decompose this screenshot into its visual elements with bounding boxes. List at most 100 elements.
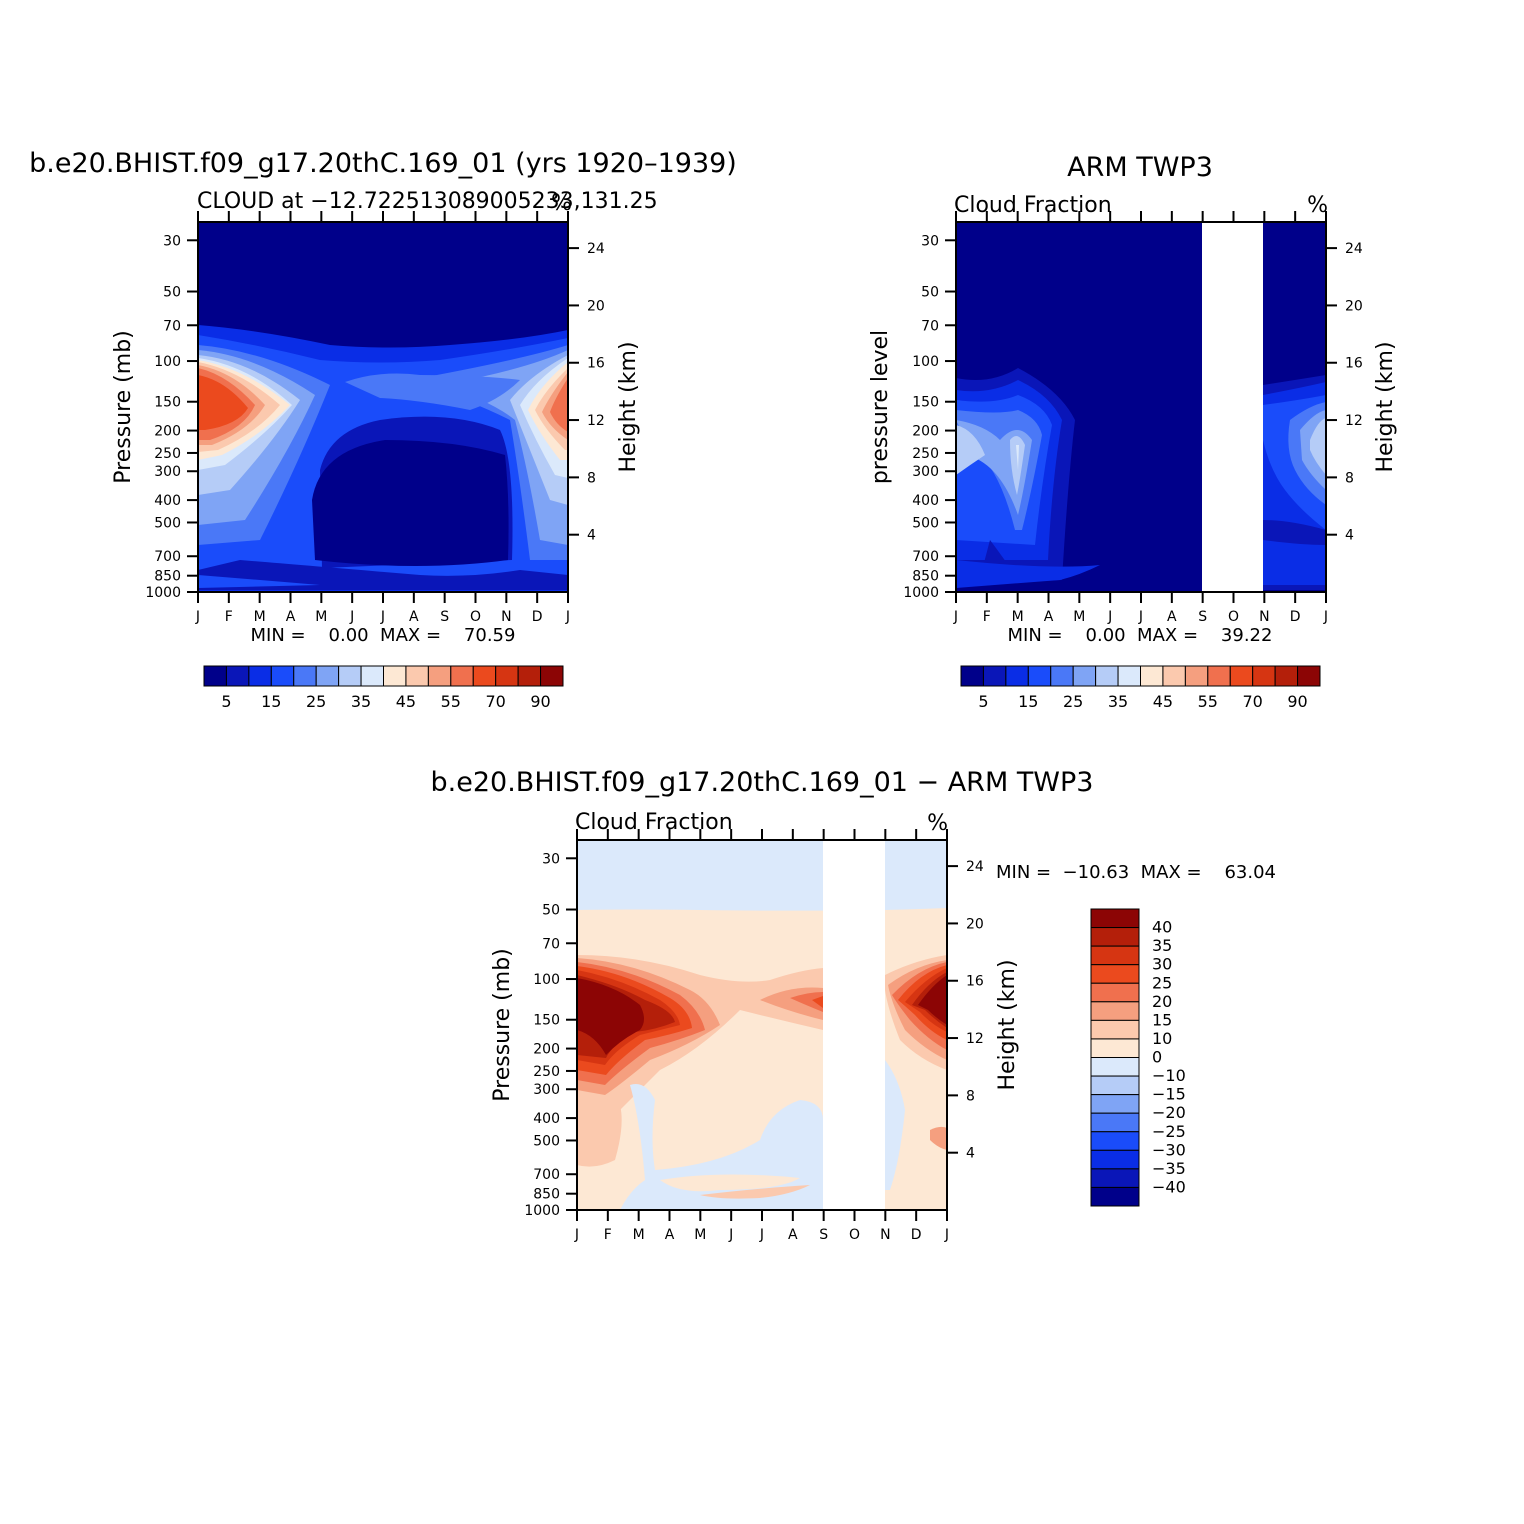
y-right-tick-label: 20 bbox=[587, 298, 605, 314]
x-tick-label: M bbox=[633, 1227, 645, 1243]
x-tick-label: D bbox=[532, 609, 543, 625]
x-tick-label: J bbox=[759, 1227, 764, 1243]
y-tick-label: 100 bbox=[154, 354, 181, 370]
y-tick-label: 50 bbox=[163, 285, 181, 301]
panel-obs-units: % bbox=[1307, 193, 1328, 218]
panel-diff-subtitle: Cloud Fraction bbox=[575, 810, 733, 835]
colorbar-swatch bbox=[427, 665, 452, 687]
panel-diff-stats: MIN = −10.63 MAX = 63.04 bbox=[996, 862, 1276, 883]
y-tick-label: 30 bbox=[542, 851, 560, 867]
y-tick-label: 250 bbox=[912, 446, 939, 462]
y-tick-label: 400 bbox=[912, 493, 939, 509]
panel-obs-field bbox=[956, 222, 1326, 592]
panel-obs-stats: MIN = 0.00 MAX = 39.22 bbox=[1008, 625, 1273, 646]
colorbar-swatch bbox=[450, 665, 474, 687]
y-tick-label: 1000 bbox=[524, 1203, 560, 1219]
y-tick-label: 500 bbox=[912, 515, 939, 531]
colorbar-label: 40 bbox=[1152, 918, 1172, 937]
x-tick-label: M bbox=[315, 609, 327, 625]
y-tick-label: 100 bbox=[912, 354, 939, 370]
colorbar-swatch bbox=[1090, 1057, 1140, 1077]
y-right-tick-label: 4 bbox=[1345, 528, 1354, 544]
y-right-tick-label: 20 bbox=[966, 916, 984, 932]
colorbar-label: 25 bbox=[306, 692, 326, 711]
x-tick-label: O bbox=[1228, 609, 1239, 625]
colorbar-label: 55 bbox=[441, 692, 461, 711]
colorbar-swatch bbox=[1090, 1149, 1140, 1170]
colorbar-swatch bbox=[1184, 665, 1209, 687]
y-tick-label: 400 bbox=[154, 493, 181, 509]
x-tick-label: N bbox=[880, 1227, 890, 1243]
colorbar-swatch bbox=[982, 665, 1007, 687]
y-right-tick-label: 24 bbox=[966, 859, 984, 875]
x-tick-label: A bbox=[286, 609, 296, 625]
x-tick-label: M bbox=[694, 1227, 706, 1243]
y-tick-label: 500 bbox=[154, 515, 181, 531]
panel-model-title: b.e20.BHIST.f09_g17.20thC.169_01 (yrs 19… bbox=[29, 148, 737, 179]
colorbar-swatch bbox=[225, 665, 250, 687]
colorbar-label: 30 bbox=[1152, 955, 1172, 974]
panel-model-yticks-right: 24 20 16 12 8 4 bbox=[568, 241, 605, 544]
colorbar-label: 55 bbox=[1198, 692, 1218, 711]
y-tick-label: 200 bbox=[533, 1042, 560, 1058]
y-tick-label: 50 bbox=[921, 285, 939, 301]
colorbar-swatch bbox=[1090, 1038, 1140, 1058]
y-tick-label: 200 bbox=[154, 424, 181, 440]
colorbar-label: −20 bbox=[1152, 1103, 1186, 1122]
colorbar-swatch bbox=[405, 665, 429, 687]
x-tick-label: A bbox=[1167, 609, 1177, 625]
panel-model-subtitle: CLOUD at −12.722513089005233,131.25 bbox=[197, 189, 658, 214]
y-tick-label: 300 bbox=[533, 1082, 560, 1098]
colorbar-swatch bbox=[1090, 908, 1140, 929]
x-tick-label: J bbox=[1138, 609, 1143, 625]
x-tick-label: J bbox=[380, 609, 385, 625]
y-right-tick-label: 12 bbox=[966, 1031, 984, 1047]
colorbar-swatch bbox=[1090, 1168, 1140, 1188]
x-tick-label: M bbox=[1073, 609, 1085, 625]
panel-obs-yticks-right: 24 20 16 12 8 4 bbox=[1326, 241, 1363, 544]
x-tick-label: J bbox=[728, 1227, 733, 1243]
y-tick-label: 250 bbox=[154, 446, 181, 462]
panel-model-ylabel-right: Height (km) bbox=[616, 341, 641, 472]
colorbar-swatch bbox=[1090, 1112, 1140, 1133]
colorbar-swatch bbox=[495, 665, 519, 687]
panel-diff-ylabel: Pressure (mb) bbox=[490, 948, 515, 1102]
y-tick-label: 250 bbox=[533, 1064, 560, 1080]
y-tick-label: 30 bbox=[163, 233, 181, 249]
y-tick-label: 500 bbox=[533, 1133, 560, 1149]
x-tick-label: D bbox=[911, 1227, 922, 1243]
x-tick-label: J bbox=[1323, 609, 1328, 625]
y-tick-label: 1000 bbox=[145, 585, 181, 601]
x-tick-label: F bbox=[604, 1227, 612, 1243]
colorbar-swatch bbox=[1090, 927, 1140, 947]
panel-diff-yticks-right: 24 20 16 12 8 4 bbox=[947, 859, 984, 1162]
colorbar-label: 70 bbox=[486, 692, 506, 711]
y-tick-label: 400 bbox=[533, 1111, 560, 1127]
colorbar-swatch bbox=[1090, 1001, 1140, 1021]
colorbar-label: 20 bbox=[1152, 992, 1172, 1011]
colorbar-swatch bbox=[1229, 665, 1254, 687]
y-right-tick-label: 24 bbox=[587, 241, 605, 257]
colorbar-label: 15 bbox=[1152, 1010, 1172, 1029]
x-tick-label: S bbox=[1198, 609, 1207, 625]
colorbar-label: 70 bbox=[1243, 692, 1263, 711]
colorbar-swatch bbox=[338, 665, 362, 687]
colorbar-swatch bbox=[383, 665, 407, 687]
panel-model-ylabel: Pressure (mb) bbox=[111, 330, 136, 484]
y-right-tick-label: 24 bbox=[1345, 241, 1363, 257]
x-tick-label: J bbox=[195, 609, 200, 625]
panel-obs-ylabel: pressure level bbox=[868, 330, 893, 484]
y-tick-label: 1000 bbox=[903, 585, 939, 601]
colorbar-swatch bbox=[1117, 665, 1141, 687]
y-tick-label: 200 bbox=[912, 424, 939, 440]
y-tick-label: 70 bbox=[163, 318, 181, 334]
panel-model-units: % bbox=[551, 191, 572, 216]
x-tick-label: J bbox=[944, 1227, 949, 1243]
x-tick-label: J bbox=[349, 609, 354, 625]
colorbar-swatch bbox=[1050, 665, 1074, 687]
